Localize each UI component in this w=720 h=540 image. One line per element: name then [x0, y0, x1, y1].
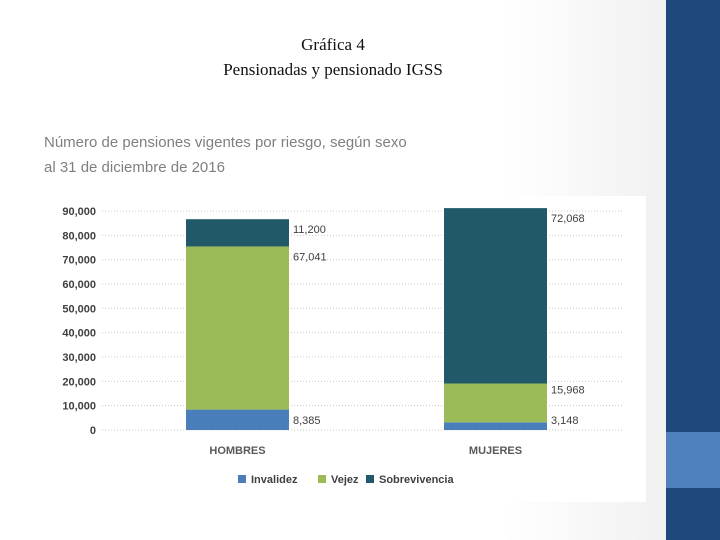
slide-title: Gráfica 4: [301, 35, 365, 54]
y-tick-label: 10,000: [62, 401, 96, 413]
sidebar-accent-panel: [666, 432, 720, 488]
y-tick-label: 50,000: [62, 303, 96, 315]
legend-swatch: [318, 475, 326, 483]
y-tick-label: 60,000: [62, 279, 96, 291]
bar-segment-sobrevivencia: [186, 219, 289, 247]
legend-label: Sobrevivencia: [379, 474, 454, 486]
y-tick-label: 40,000: [62, 328, 96, 340]
data-label: 3,148: [551, 415, 579, 427]
data-label: 67,041: [293, 251, 327, 263]
y-tick-label: 0: [90, 425, 96, 437]
data-label: 72,068: [551, 213, 585, 225]
legend-label: Invalidez: [251, 474, 298, 486]
y-tick-label: 90,000: [62, 206, 96, 218]
bar-segment-sobrevivencia: [444, 208, 547, 384]
chart-title: Número de pensiones vigentes por riesgo,…: [44, 134, 407, 151]
data-label: 11,200: [293, 224, 326, 236]
x-category-label: HOMBRES: [209, 445, 265, 457]
bar-segment-invalidez: [444, 422, 547, 430]
slide-subtitle: Pensionadas y pensionado IGSS: [223, 60, 443, 79]
chart-area: 0 10,000 20,000 30,000 40,000 50,000 60,000 70,…: [48, 196, 646, 502]
bar-segment-vejez: [444, 383, 547, 423]
x-category-label: MUJERES: [469, 445, 522, 457]
data-label: 8,385: [293, 415, 321, 427]
sidebar-dark-panel-bottom: [666, 488, 720, 540]
stacked-bar-chart: 0 10,000 20,000 30,000 40,000 50,000 60,000 70,…: [62, 206, 623, 486]
data-label: 15,968: [551, 384, 585, 396]
legend-label: Vejez: [331, 474, 359, 486]
y-tick-label: 70,000: [62, 255, 96, 267]
bar-segment-invalidez: [186, 409, 289, 430]
y-tick-label: 30,000: [62, 352, 96, 364]
bar-segment-vejez: [186, 246, 289, 410]
chart-subtitle: al 31 de diciembre de 2016: [44, 159, 225, 176]
sidebar-dark-panel: [666, 0, 720, 432]
y-tick-label: 20,000: [62, 376, 96, 388]
y-tick-label: 80,000: [62, 230, 96, 242]
legend-swatch: [366, 475, 374, 483]
legend-swatch: [238, 475, 246, 483]
